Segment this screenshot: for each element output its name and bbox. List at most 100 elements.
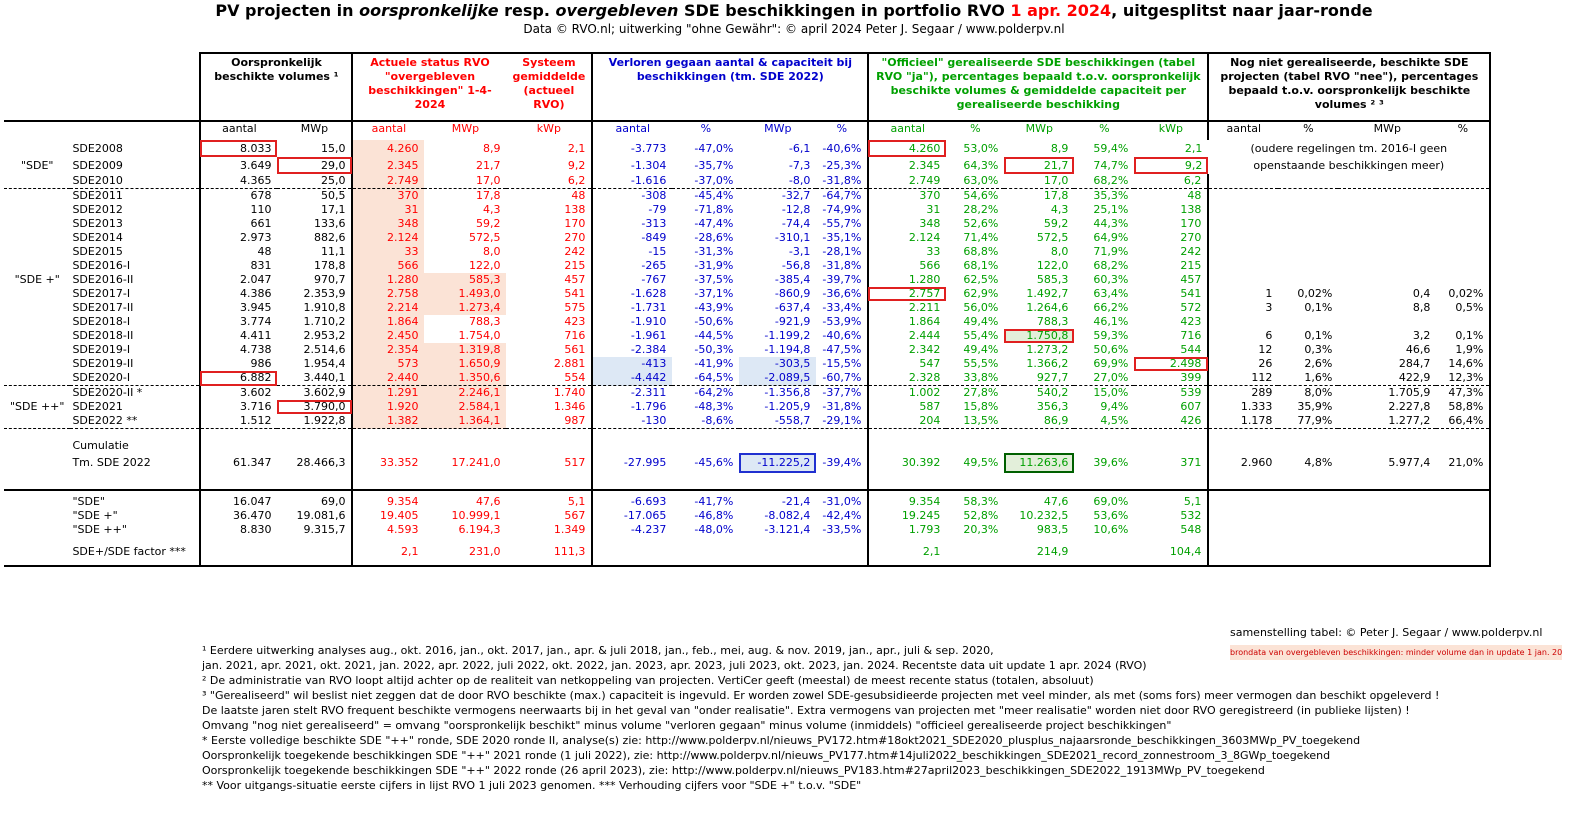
table-cell: 4.738 <box>239 343 272 356</box>
table-cell: 1.273,2 <box>1026 343 1069 356</box>
table-cell: -8,6% <box>672 414 740 429</box>
factor-cell <box>739 545 816 559</box>
table-cell: -47,0% <box>694 141 734 155</box>
table-cell: -41,9% <box>694 357 734 370</box>
table-cell: 1.910,8 <box>303 301 346 314</box>
summary-cell: 47,6 <box>1043 495 1069 508</box>
column-header: aantal <box>351 120 425 140</box>
table-cell: 2.973 <box>239 231 272 244</box>
table-cell: 370 <box>867 188 947 203</box>
cumulatie-cell: 33.352 <box>351 453 425 473</box>
column-header: % <box>946 120 1005 140</box>
table-cell: 554 <box>506 371 593 386</box>
summary-cell: 19.405 <box>351 509 425 523</box>
table-row: SDE2013 661 133,6 348 59,2 170 -313 -47,4% -74,4… <box>4 217 1492 231</box>
spacer-row <box>4 473 1492 490</box>
table-cell: 31 <box>351 203 425 217</box>
table-cell: -308 <box>591 188 673 203</box>
table-cell: 348 <box>351 217 425 231</box>
table-cell: 215 <box>1180 259 1202 272</box>
table-cell: 71,9% <box>1093 245 1129 258</box>
table-cell: 716 <box>564 329 586 342</box>
column-header: % <box>1278 120 1339 140</box>
footnote-line: * Eerste volledige beschikte SDE "++" ro… <box>202 734 1361 747</box>
table-cell: 35,3% <box>1093 189 1129 202</box>
summary-cell: -46,8% <box>694 509 734 522</box>
table-cell: 68,2% <box>1074 174 1135 189</box>
summary-label: "SDE +" <box>70 509 202 523</box>
table-cell: 74,7% <box>1093 158 1129 172</box>
round-label: SDE2013 <box>70 217 202 231</box>
table-cell: -6,1 <box>788 141 811 155</box>
round-label: SDE2011 <box>70 188 202 203</box>
summary-cell: 983,5 <box>1036 523 1069 536</box>
table-cell <box>1278 174 1339 189</box>
table-cell: 122,0 <box>468 259 501 272</box>
table-cell <box>1338 231 1436 245</box>
table-cell <box>1338 189 1436 204</box>
summary-cell: 8.830 <box>239 523 272 536</box>
table-cell: 572,5 <box>1036 231 1069 244</box>
table-cell: 4.411 <box>239 329 272 342</box>
table-cell: 59,2 <box>475 217 501 230</box>
table-cell: 35,9% <box>1297 400 1333 413</box>
table-cell: 1.740 <box>553 386 586 399</box>
table-cell: 9,4% <box>1100 400 1129 413</box>
summary-cell <box>1278 523 1338 537</box>
table-cell: 4.260 <box>351 140 425 157</box>
table-cell: 48 <box>1187 189 1202 202</box>
summary-cell: 4.593 <box>351 523 425 537</box>
table-cell: -40,6% <box>822 329 862 342</box>
column-header: % <box>1436 120 1492 140</box>
table-cell: -1.961 <box>591 329 673 343</box>
table-cell: 8,9 <box>482 141 501 155</box>
table-cell: 9,2 <box>567 158 586 172</box>
cumulatie-cell: 39,6% <box>1093 456 1129 469</box>
summary-row: "SDE +" 36.470 19.081,6 19.405 10.999,1 567 -1… <box>4 509 1492 523</box>
column-header: aantal <box>1207 120 1279 140</box>
summary-cell: -21,4 <box>781 495 811 508</box>
table-cell: -39,7% <box>822 273 862 286</box>
summary-cell: 20,3% <box>963 523 999 536</box>
table-cell: 544 <box>1180 343 1202 356</box>
table-cell <box>1338 203 1436 217</box>
table-cell: 2.514,6 <box>303 343 346 356</box>
table-cell: 60,3% <box>1093 273 1129 286</box>
table-cell: 2.345 <box>867 157 947 174</box>
table-cell: -31,9% <box>694 259 734 272</box>
group-label <box>4 414 71 429</box>
table-cell: 53,0% <box>963 141 999 155</box>
table-cell: 63,0% <box>946 174 1005 189</box>
summary-cell: -41,7% <box>694 495 734 508</box>
summary-cell: 6.194,3 <box>458 523 501 536</box>
group-label <box>4 329 70 343</box>
factor-label: SDE+/SDE factor *** <box>70 545 202 559</box>
table-cell: 215 <box>564 259 586 272</box>
table-cell: 0,4 <box>1412 287 1431 300</box>
table-cell: 17,0 <box>1004 174 1075 189</box>
table-cell <box>1278 259 1338 273</box>
table-cell: 0,1% <box>1304 329 1333 342</box>
summary-cell: -6.693 <box>591 495 673 509</box>
table-cell: 1.280 <box>867 273 947 287</box>
summary-cell: 10.999,1 <box>451 509 501 522</box>
table-cell: -12,8 <box>781 203 811 216</box>
table-cell: 13,5% <box>946 414 1005 429</box>
table-row: "SDE" SDE2009 3.649 29,0 2.345 21,7 9,2 -1.304-… <box>4 157 1490 174</box>
table-row: SDE2019-I 4.738 2.514,6 2.354 1.319,8 561 -2.3… <box>4 343 1492 357</box>
table-cell: 33,8% <box>946 371 1005 386</box>
table-cell: -3.773 <box>591 140 673 157</box>
header-verloren: Verloren gegaan aantal & capaciteit bij … <box>591 52 869 121</box>
table-cell: 566 <box>351 259 425 273</box>
table-cell: -413 <box>591 357 673 371</box>
table-cell: 21,7 <box>1004 157 1075 174</box>
summary-cell: 5,1 <box>1183 495 1202 508</box>
table-cell: 2.354 <box>351 343 425 357</box>
round-label: SDE2019-II <box>70 357 202 371</box>
table-cell: 882,6 <box>313 231 346 244</box>
table-cell: -860,9 <box>774 287 811 300</box>
separator-row <box>4 489 1492 495</box>
table-cell <box>1278 203 1338 217</box>
table-cell <box>1207 231 1279 245</box>
factor-cell <box>200 545 277 559</box>
